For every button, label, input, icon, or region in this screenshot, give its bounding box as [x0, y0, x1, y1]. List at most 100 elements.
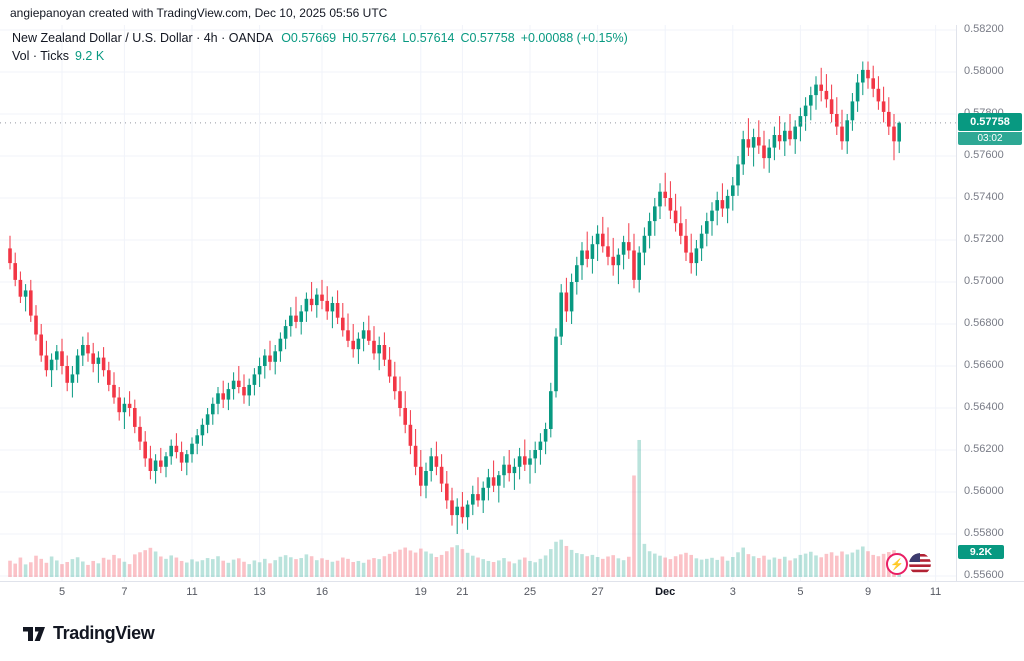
candle-body	[876, 88, 881, 102]
candle-body	[367, 330, 371, 341]
volume-bar	[502, 558, 506, 577]
candle-body	[835, 114, 839, 127]
volume-bar	[715, 559, 719, 577]
volume-bar	[413, 552, 418, 577]
volume-bar	[611, 555, 615, 577]
price-chart-canvas[interactable]	[0, 25, 958, 581]
volume-bar	[49, 556, 54, 577]
volume-bar	[351, 562, 355, 577]
candle-body	[668, 198, 673, 211]
volume-bar	[325, 559, 329, 577]
volume-bar	[647, 551, 652, 577]
candle-body	[632, 250, 636, 280]
candle-body	[637, 252, 641, 280]
volume-bar	[263, 558, 267, 577]
volume-bar	[814, 555, 818, 577]
volume-bar	[580, 554, 584, 577]
candle-body	[320, 294, 324, 301]
candle-body	[81, 345, 85, 356]
candle-body	[356, 338, 361, 350]
candle-body	[382, 345, 387, 360]
candle-body	[575, 265, 579, 282]
volume-indicator-label[interactable]: Vol · Ticks	[12, 49, 69, 63]
volume-bar	[767, 559, 771, 577]
candle-body	[471, 494, 475, 505]
volume-bar	[845, 554, 849, 577]
volume-bar	[107, 559, 111, 577]
volume-bar	[101, 557, 106, 577]
ohlc-open: O0.57669	[281, 31, 337, 45]
candle-body	[133, 408, 137, 427]
time-axis-label: 9	[864, 586, 872, 598]
volume-bar	[289, 557, 293, 577]
volume-bar	[569, 549, 574, 577]
volume-bar	[616, 558, 621, 577]
candle-body	[8, 248, 12, 264]
lightning-sticker-icon[interactable]: ⚡	[886, 553, 908, 575]
chart-area[interactable]: New Zealand Dollar / U.S. Dollar · 4h · …	[0, 23, 1024, 581]
ohlc-low: L0.57614	[402, 31, 455, 45]
time-axis[interactable]: 5 7 11 13 16 19 21 25 27 Dec 3 5 9 11	[0, 581, 1024, 605]
candle-body	[211, 403, 215, 415]
bar-countdown-label: 03:02	[958, 131, 1022, 145]
volume-bar	[824, 553, 829, 577]
candle-body	[387, 359, 392, 377]
volume-bar	[819, 557, 823, 577]
volume-bar	[772, 557, 777, 577]
legend-symbol-row: New Zealand Dollar / U.S. Dollar · 4h · …	[12, 30, 634, 47]
volume-bar	[710, 557, 714, 577]
volume-bar	[881, 553, 886, 577]
candle-body	[86, 345, 90, 354]
volume-bar	[268, 563, 272, 577]
volume-bar	[445, 551, 449, 577]
candle-body	[330, 303, 335, 312]
candle-body	[315, 294, 319, 306]
time-axis-label: 13	[253, 586, 266, 598]
volume-bar	[8, 560, 12, 577]
price-axis[interactable]: 0.582000.580000.578000.576000.574000.572…	[956, 23, 1024, 581]
volume-bar	[595, 557, 600, 577]
symbol-title[interactable]: New Zealand Dollar / U.S. Dollar · 4h · …	[12, 31, 274, 45]
candle-body	[689, 252, 693, 264]
volume-bar	[367, 559, 371, 577]
volume-bar	[112, 554, 116, 577]
candle-body	[65, 366, 69, 383]
tradingview-logo[interactable]: TradingView	[20, 620, 155, 646]
price-axis-label: 0.56000	[964, 485, 1004, 497]
volume-bar	[741, 547, 745, 577]
attribution-text: angiepanoyan created with TradingView.co…	[10, 5, 388, 20]
us-flag-sticker-icon[interactable]	[909, 553, 931, 575]
candle-body	[673, 210, 678, 224]
candle-body	[465, 504, 470, 518]
candle-body	[705, 221, 709, 234]
candle-body	[304, 298, 309, 312]
volume-bar	[793, 558, 797, 577]
candle-body	[824, 90, 829, 100]
price-axis-label: 0.56600	[964, 359, 1004, 371]
volume-bar	[850, 552, 855, 577]
volume-bar	[798, 554, 803, 577]
candle-body	[517, 456, 522, 467]
volume-bar	[304, 554, 309, 577]
candle-body	[242, 387, 246, 396]
candle-body	[793, 126, 797, 140]
candle-body	[871, 78, 875, 89]
candle-body	[122, 403, 127, 413]
candle-body	[138, 426, 142, 442]
candle-body	[627, 242, 631, 251]
volume-bar	[190, 559, 194, 577]
time-axis-label: 7	[121, 586, 128, 598]
volume-bar	[871, 554, 875, 577]
price-axis-label: 0.55600	[964, 569, 1004, 581]
volume-bar	[507, 561, 511, 577]
candle-body	[398, 391, 402, 408]
price-axis-label: 0.58200	[964, 23, 1004, 35]
volume-bar	[434, 557, 439, 577]
time-axis-label: 27	[591, 586, 604, 598]
candle-body	[486, 477, 491, 488]
candle-body	[39, 334, 43, 356]
volume-bar	[18, 557, 23, 577]
candle-body	[221, 393, 225, 400]
volume-bar	[23, 564, 28, 577]
volume-bar	[153, 551, 158, 577]
